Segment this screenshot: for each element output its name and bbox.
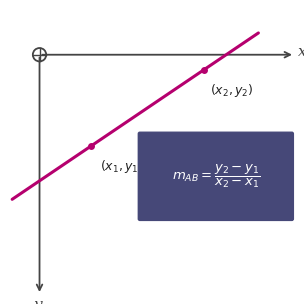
Text: x: x	[298, 45, 304, 59]
Text: y: y	[34, 298, 42, 304]
Text: $m_{AB} = \dfrac{y_2 - y_1}{x_2 - x_1}$: $m_{AB} = \dfrac{y_2 - y_1}{x_2 - x_1}$	[171, 163, 260, 190]
FancyBboxPatch shape	[138, 132, 293, 220]
Text: $(x_2, y_2)$: $(x_2, y_2)$	[210, 82, 254, 99]
Text: $(x_1, y_1)$: $(x_1, y_1)$	[100, 158, 144, 175]
